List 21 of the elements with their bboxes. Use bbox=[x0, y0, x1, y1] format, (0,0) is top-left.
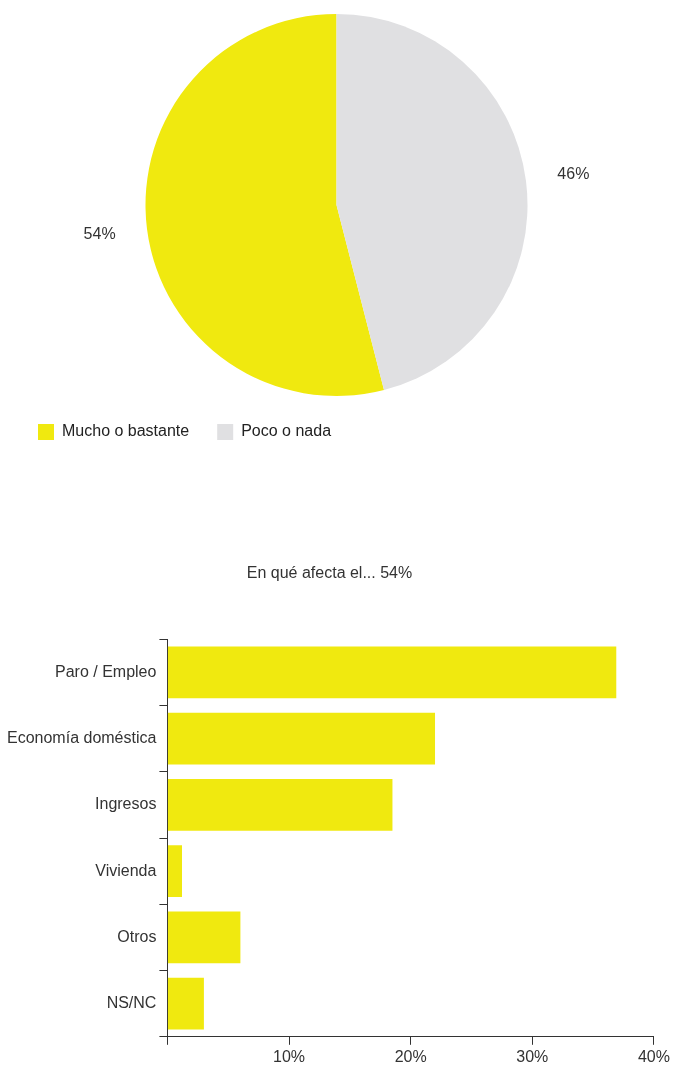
y-tick-label: NS/NC bbox=[106, 994, 157, 1012]
y-tick-label: Economía doméstica bbox=[7, 729, 157, 747]
chart-title: En qué afecta el... 54% bbox=[246, 564, 413, 582]
legend-label: Poco o nada bbox=[241, 422, 332, 440]
y-tick-label: Ingresos bbox=[95, 795, 157, 813]
y-tick-label: Vivienda bbox=[95, 861, 157, 879]
bar bbox=[167, 779, 393, 831]
data-label: 46% bbox=[557, 165, 590, 183]
data-label: 54% bbox=[83, 225, 116, 243]
y-tick-label: Paro / Empleo bbox=[55, 662, 157, 680]
legend-label: Mucho o bastante bbox=[62, 422, 190, 440]
bar bbox=[167, 845, 182, 897]
bar bbox=[167, 646, 617, 699]
bar bbox=[167, 977, 204, 1030]
x-tick-label: 10% bbox=[273, 1047, 306, 1065]
y-tick-label: Otros bbox=[117, 927, 157, 945]
bar bbox=[167, 712, 436, 765]
x-tick-label: 20% bbox=[394, 1047, 427, 1065]
x-tick-label: 40% bbox=[637, 1047, 670, 1065]
x-tick-label: 30% bbox=[516, 1047, 549, 1065]
bar bbox=[167, 911, 241, 964]
